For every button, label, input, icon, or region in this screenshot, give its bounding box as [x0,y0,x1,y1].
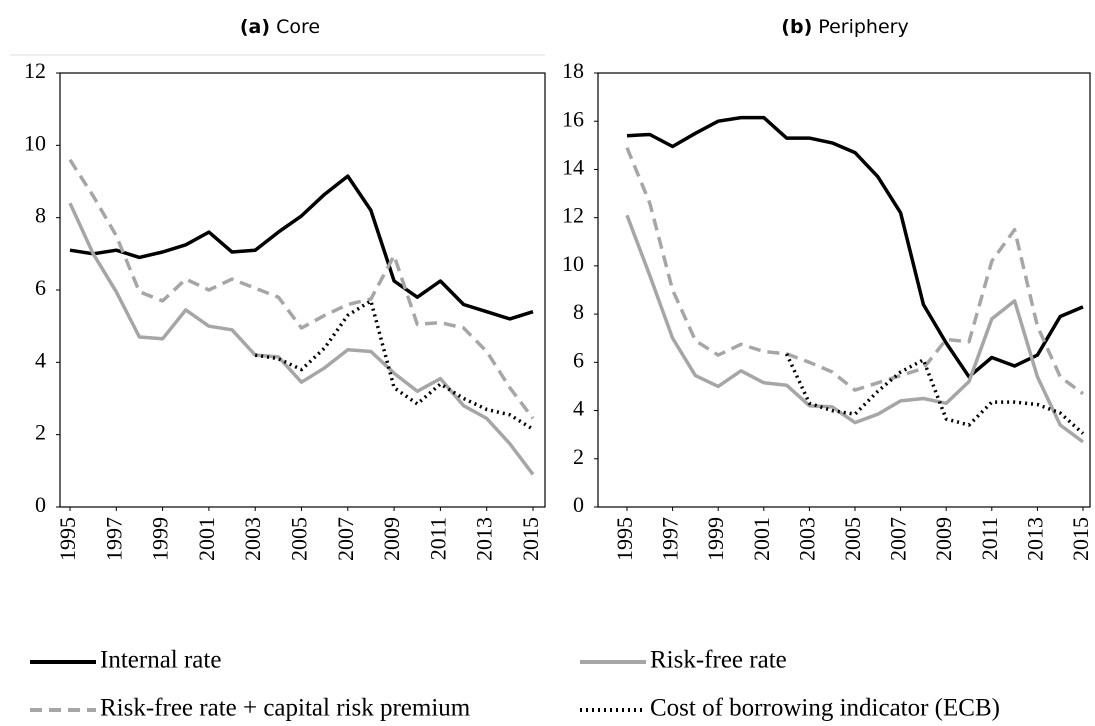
x-tick-label: 1997 [101,517,126,561]
x-tick-label: 2013 [1022,517,1047,561]
y-tick-label: 10 [562,251,584,276]
series-line [626,115,1084,379]
plot-frame [597,72,1091,508]
x-tick-label: 2001 [749,517,774,561]
series-line [254,299,534,431]
legend-label: Cost of borrowing indicator (ECB) [650,695,1000,722]
plot-frame [59,72,546,508]
y-tick-label: 2 [573,444,584,469]
y-tick-label: 2 [35,420,46,445]
legend-label: Internal rate [100,647,221,674]
y-tick-label: 0 [35,492,46,517]
x-tick-label: 1995 [612,517,637,561]
x-tick-label: 1997 [658,517,683,561]
x-tick-label: 2013 [472,517,497,561]
legend-label: Risk-free rate [650,647,787,674]
series-line [625,214,1085,444]
chart-title: (b) Periphery [781,16,908,38]
y-tick-label: 0 [573,492,584,517]
legend-label: Risk-free rate + capital risk premium [100,695,471,722]
y-tick-label: 8 [573,299,584,324]
x-tick-label: 1999 [148,517,173,561]
panel-label: (b) [781,16,812,38]
x-tick-label: 2007 [886,517,911,561]
x-tick-label: 2011 [977,517,1002,560]
y-tick-label: 12 [562,203,584,228]
x-tick-label: 2007 [333,517,358,561]
y-tick-label: 8 [35,203,46,228]
series-line [625,147,1085,396]
y-tick-label: 6 [573,347,584,372]
y-tick-label: 18 [562,58,584,83]
panel-label: (a) [240,16,270,38]
y-tick-label: 12 [24,58,46,83]
panel-title: Core [276,16,320,38]
y-tick-label: 10 [24,130,46,155]
x-tick-label: 2015 [1068,517,1093,561]
y-tick-label: 14 [562,154,584,179]
x-tick-label: 1999 [703,517,728,561]
x-tick-label: 2001 [194,517,219,561]
x-tick-label: 2005 [287,517,312,561]
x-tick-label: 2011 [425,517,450,560]
series-line [68,158,535,420]
x-tick-label: 2003 [240,517,265,561]
series-line [69,174,534,321]
panel-title: Periphery [818,16,908,38]
x-tick-label: 2003 [794,517,819,561]
y-tick-label: 16 [562,106,584,131]
y-tick-label: 4 [35,347,46,372]
chart-title: (a) Core [240,16,320,38]
x-tick-label: 2005 [840,517,865,561]
x-tick-label: 1995 [55,517,80,561]
x-tick-label: 2009 [931,517,956,561]
x-tick-label: 2015 [518,517,543,561]
series-line [68,202,535,476]
y-tick-label: 4 [573,396,584,421]
y-tick-label: 6 [35,275,46,300]
x-tick-label: 2009 [379,517,404,561]
series-line [785,353,1085,435]
